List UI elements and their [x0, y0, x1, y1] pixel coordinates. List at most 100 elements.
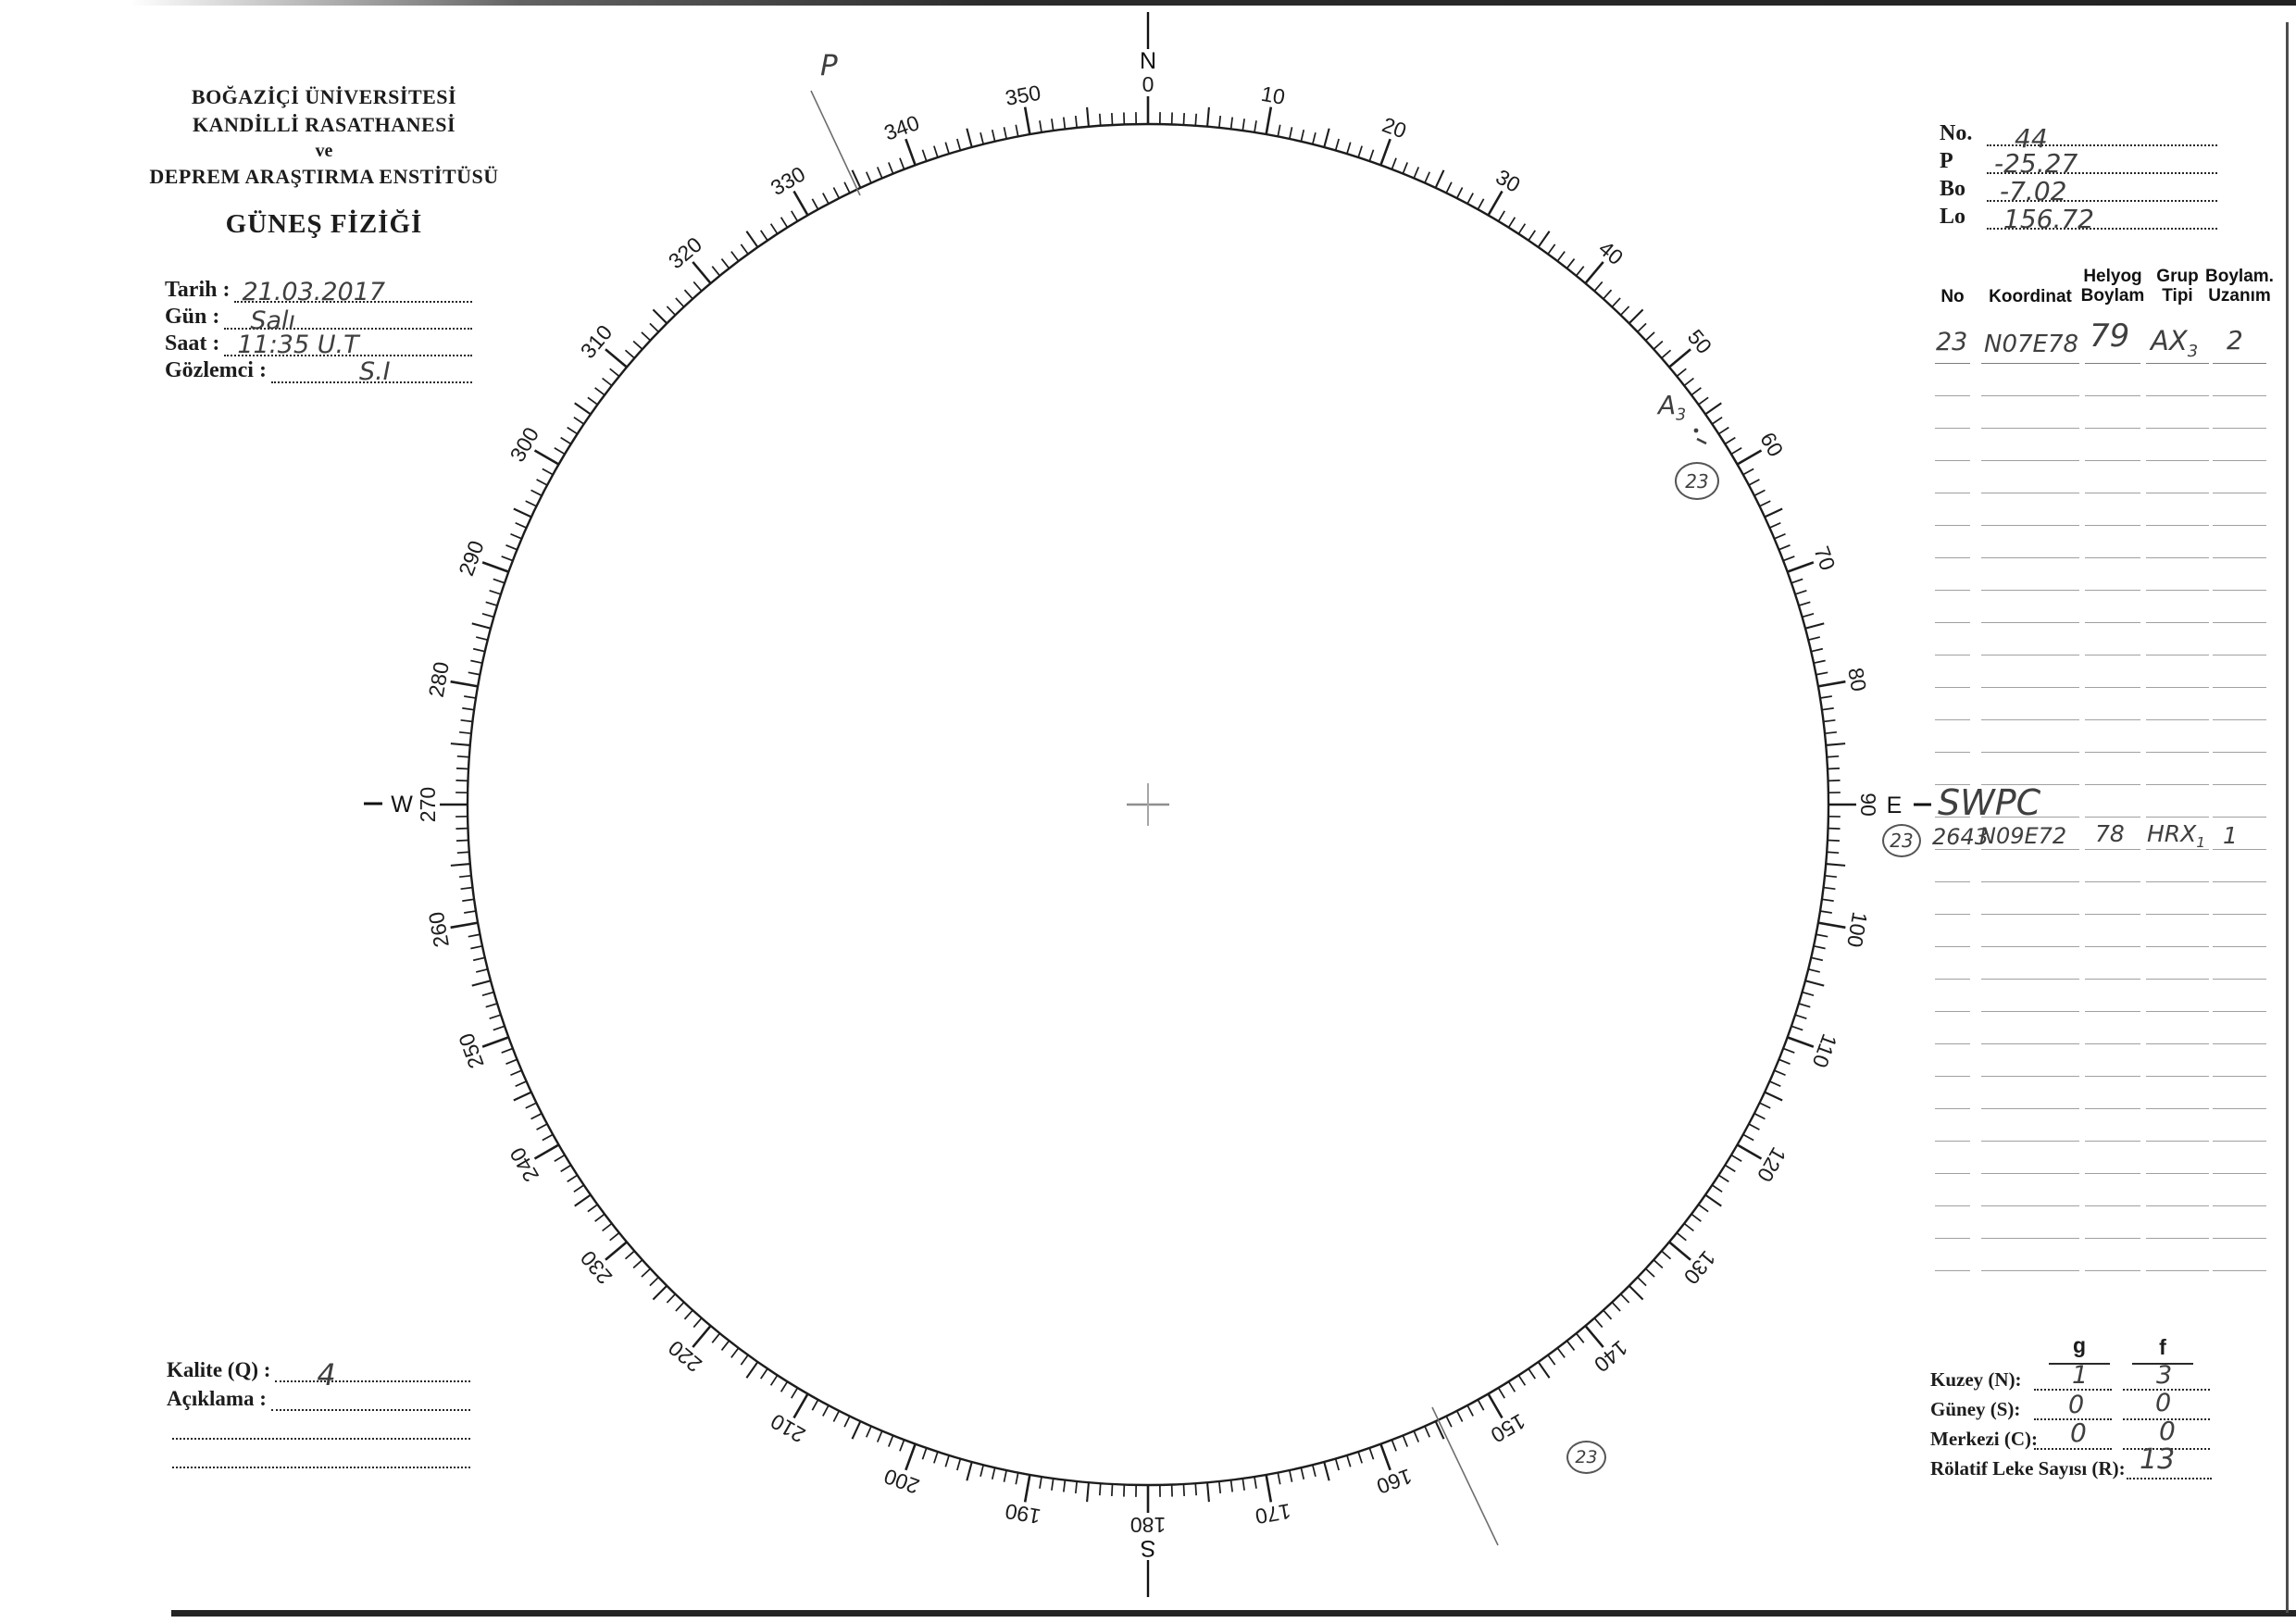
no-line: 44	[1987, 117, 2217, 152]
degree-tick	[1753, 1112, 1766, 1120]
degree-tick	[921, 1447, 928, 1460]
table-rule-line	[1935, 395, 1970, 396]
degree-tick	[1098, 113, 1102, 126]
degree-tick	[991, 129, 996, 143]
degree-tick	[573, 417, 585, 425]
table-rule-line	[2213, 557, 2266, 558]
degree-tick	[1537, 231, 1551, 248]
degree-label: 310	[576, 320, 618, 363]
degree-tick	[450, 743, 470, 746]
time-value: 11:35 U.T	[237, 331, 359, 359]
degree-tick	[899, 1439, 905, 1452]
table-rule-line	[2085, 1076, 2140, 1077]
south-label: S	[1141, 1535, 1156, 1561]
table-rule-line	[2085, 946, 2140, 947]
degree-tick	[472, 647, 486, 653]
col-header-helyog-bottom: Boylam	[2080, 286, 2145, 306]
degree-tick	[899, 157, 905, 170]
p-field: P -25.27	[1940, 146, 2217, 177]
remarks-extra-row	[167, 1440, 470, 1468]
table-rule-line	[2085, 849, 2140, 850]
table-rule-line	[1981, 428, 2079, 429]
degree-tick	[1619, 1293, 1630, 1304]
degree-tick	[459, 874, 472, 879]
degree-tick	[1637, 1276, 1647, 1287]
degree-tick	[1787, 1036, 1815, 1048]
degree-tick	[1547, 1355, 1556, 1366]
degree-tick	[456, 755, 469, 758]
table-rule-line	[2085, 979, 2140, 980]
degree-tick	[1466, 1405, 1474, 1417]
degree-tick	[624, 1250, 635, 1260]
degree-tick	[1277, 124, 1281, 137]
col-header-grup-bottom: Tipi	[2162, 286, 2193, 306]
degree-label: 20	[1379, 112, 1410, 143]
degree-tick	[462, 898, 475, 902]
degree-tick	[1798, 1003, 1811, 1008]
observer-line: S.I	[270, 355, 472, 384]
degree-tick	[1311, 1464, 1316, 1477]
degree-tick	[1794, 1014, 1807, 1019]
table-rule-line	[1935, 460, 1970, 461]
degree-tick	[1794, 590, 1807, 595]
degree-tick	[1753, 489, 1766, 497]
degree-tick	[1704, 402, 1722, 416]
degree-tick	[460, 886, 473, 891]
degree-tick	[567, 426, 579, 435]
table-rule-line	[2146, 460, 2209, 461]
degree-tick	[1182, 112, 1185, 126]
degree-label: 240	[505, 1143, 543, 1186]
degree-tick	[1782, 1047, 1795, 1054]
table-rule-line	[1981, 1043, 2079, 1044]
degree-tick	[1507, 1380, 1516, 1392]
degree-tick	[510, 1069, 522, 1077]
degree-tick	[1764, 1091, 1783, 1102]
scan-artifact-right-edge	[2286, 22, 2289, 1613]
degree-tick	[1827, 839, 1841, 842]
col-header-grup-tipi: Grup Tipi	[2156, 267, 2198, 306]
degree-label: 200	[880, 1464, 922, 1499]
degree-tick	[1477, 198, 1485, 210]
degree-tick	[1798, 601, 1811, 606]
degree-tick	[730, 1347, 740, 1358]
degree-label: 220	[664, 1336, 706, 1378]
degree-tick	[536, 1123, 548, 1130]
degree-tick	[1730, 1154, 1742, 1162]
degree-tick	[1015, 124, 1019, 137]
degree-tick	[470, 944, 483, 950]
table-rule-line	[2213, 719, 2266, 720]
table-rule-line	[1935, 622, 1970, 623]
lo-field: Lo 156.72	[1940, 202, 2217, 234]
table-rule-line	[2213, 1108, 2266, 1109]
degree-tick	[515, 1080, 527, 1088]
degree-tick	[471, 980, 492, 987]
degree-tick	[1242, 119, 1245, 131]
degree-tick	[456, 851, 469, 855]
degree-tick	[1724, 1164, 1736, 1173]
degree-tick	[609, 368, 620, 378]
table-rule-line	[1935, 719, 1970, 720]
table-rule-line	[1935, 1173, 1970, 1174]
degree-tick	[1826, 863, 1846, 867]
table-rule-line	[1935, 687, 1970, 688]
degree-tick	[865, 171, 872, 183]
degree-label: 320	[664, 232, 706, 274]
swpc-row-grup-tipi-main: HRX	[2147, 820, 2197, 847]
table-rule-line	[1935, 1270, 1970, 1271]
no-value: 44	[2015, 123, 2048, 154]
degree-tick	[1413, 167, 1420, 179]
degree-tick	[1254, 1476, 1257, 1489]
degree-tick	[472, 956, 486, 962]
p-axis-label: P	[820, 49, 838, 82]
degree-tick	[1334, 138, 1340, 151]
lo-value: 156.72	[2003, 204, 2094, 234]
degree-tick	[1265, 106, 1273, 135]
table-rule-line	[1981, 881, 2079, 882]
center-g-value: 0	[2070, 1417, 2087, 1448]
degree-tick	[1653, 340, 1664, 350]
degree-tick	[1611, 1301, 1621, 1312]
degree-tick	[542, 1133, 554, 1142]
date-value: 21.03.2017	[242, 278, 386, 306]
table-rule-line	[2085, 881, 2140, 882]
